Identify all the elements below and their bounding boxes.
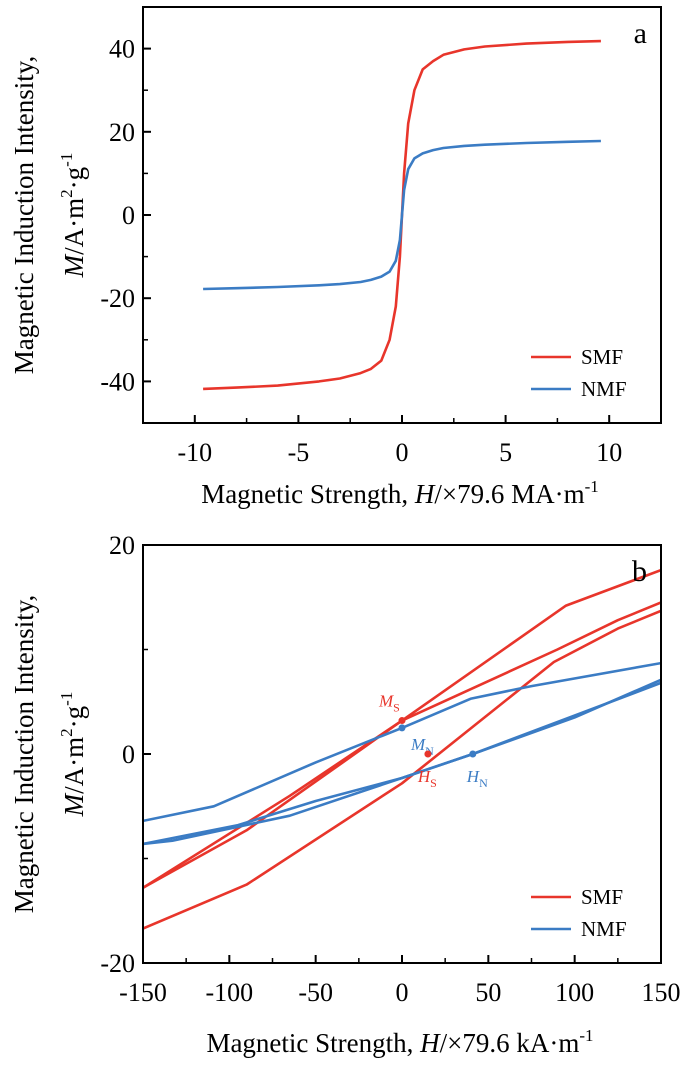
panel-letter: b xyxy=(632,555,647,588)
chart-panel-b: -150 -100 -50 0 50 100 150 -20 0 20 Magnetic Stren… xyxy=(9,531,681,1058)
series-line-nmf-3 xyxy=(143,678,661,846)
y-axis-title-line1: Magnetic Induction Intensity, xyxy=(9,56,39,374)
x-tick-label: -10 xyxy=(177,438,212,467)
marker-ms xyxy=(398,717,406,725)
y-axis-title-line2: M/A·m2·g-1 xyxy=(57,153,89,279)
y-tick-label: 0 xyxy=(122,201,135,230)
legend: SMF NMF xyxy=(531,345,627,401)
chart-panel-a: -10 -5 0 5 10 -40 -20 0 20 40 Magnetic Strength, H… xyxy=(9,6,662,509)
marker-hs xyxy=(424,750,432,758)
y-axis-title-exp: -1 xyxy=(57,692,76,706)
y-axis-title-line1: Magnetic Induction Intensity, xyxy=(9,595,39,913)
x-axis-title-var: H xyxy=(414,479,436,509)
x-tick-label: -50 xyxy=(298,978,333,1007)
y-axis-title-unit: /A·m xyxy=(59,737,89,794)
series-line-nmf xyxy=(203,139,601,291)
legend-label-smf: SMF xyxy=(581,885,623,909)
x-tick-label: 150 xyxy=(642,978,681,1007)
x-tick-label: 10 xyxy=(596,438,622,467)
x-tick-label: -5 xyxy=(288,438,310,467)
legend-label-nmf: NMF xyxy=(581,917,627,941)
y-axis-title-line2: M/A·m2·g-1 xyxy=(57,692,89,818)
x-tick-label: 100 xyxy=(555,978,594,1007)
y-tick-label: 20 xyxy=(109,118,135,147)
x-axis-title: Magnetic Strength, H/×79.6 kA·m-1 xyxy=(206,1026,593,1058)
plot-area xyxy=(203,39,601,391)
legend: SMF NMF xyxy=(531,885,627,941)
y-axis-title-var: M xyxy=(59,792,89,817)
y-axis-title-var: M xyxy=(59,253,89,278)
y-tick-label: -20 xyxy=(100,949,135,978)
x-axis-title-prefix: Magnetic Strength, xyxy=(201,479,415,509)
marker-hn xyxy=(469,750,477,758)
x-tick-label: 0 xyxy=(396,978,409,1007)
y-tick-label: -40 xyxy=(100,367,135,396)
x-tick-label: 0 xyxy=(396,438,409,467)
y-axis-title-exp: -1 xyxy=(57,153,76,167)
x-axis-title-var: H xyxy=(419,1028,441,1058)
x-axis-title-unit: /×79.6 MA·m xyxy=(434,479,584,509)
y-axis-title-sq: 2 xyxy=(57,728,76,737)
x-tick-label: -150 xyxy=(119,978,167,1007)
legend-label-smf: SMF xyxy=(581,345,623,369)
panel-letter: a xyxy=(634,17,647,50)
series-line-smf-2 xyxy=(143,609,661,930)
marker-mn xyxy=(398,724,406,732)
x-axis-title: Magnetic Strength, H/×79.6 MA·m-1 xyxy=(201,477,599,509)
y-axis-title-unit: /A·m xyxy=(59,198,89,255)
x-tick-label: -100 xyxy=(205,978,253,1007)
annotation-hs: HS xyxy=(417,767,437,790)
x-axis-title-exp: -1 xyxy=(585,477,599,496)
annotation-hn: HN xyxy=(466,767,488,790)
x-tick-label: 5 xyxy=(499,438,512,467)
plot-area xyxy=(143,568,661,930)
x-axis-title-exp: -1 xyxy=(579,1026,593,1045)
y-tick-label: 0 xyxy=(122,740,135,769)
y-tick-label: -20 xyxy=(100,284,135,313)
y-tick-label: 40 xyxy=(109,35,135,64)
series-line-smf-3 xyxy=(143,601,661,889)
y-axis-title-mid: ·g xyxy=(59,706,89,729)
y-axis-title-mid: ·g xyxy=(59,167,89,190)
x-axis-title-prefix: Magnetic Strength, xyxy=(206,1028,420,1058)
series-line-nmf-1 xyxy=(143,661,661,823)
series-line-nmf-2 xyxy=(143,681,661,846)
annotation-mn: MN xyxy=(410,735,434,758)
x-axis-title-unit: /×79.6 kA·m xyxy=(440,1028,580,1058)
annotation-ms: MS xyxy=(378,692,400,715)
y-axis-title-sq: 2 xyxy=(57,189,76,198)
y-tick-label: 20 xyxy=(109,531,135,560)
legend-label-nmf: NMF xyxy=(581,377,627,401)
x-tick-label: 50 xyxy=(475,978,501,1007)
